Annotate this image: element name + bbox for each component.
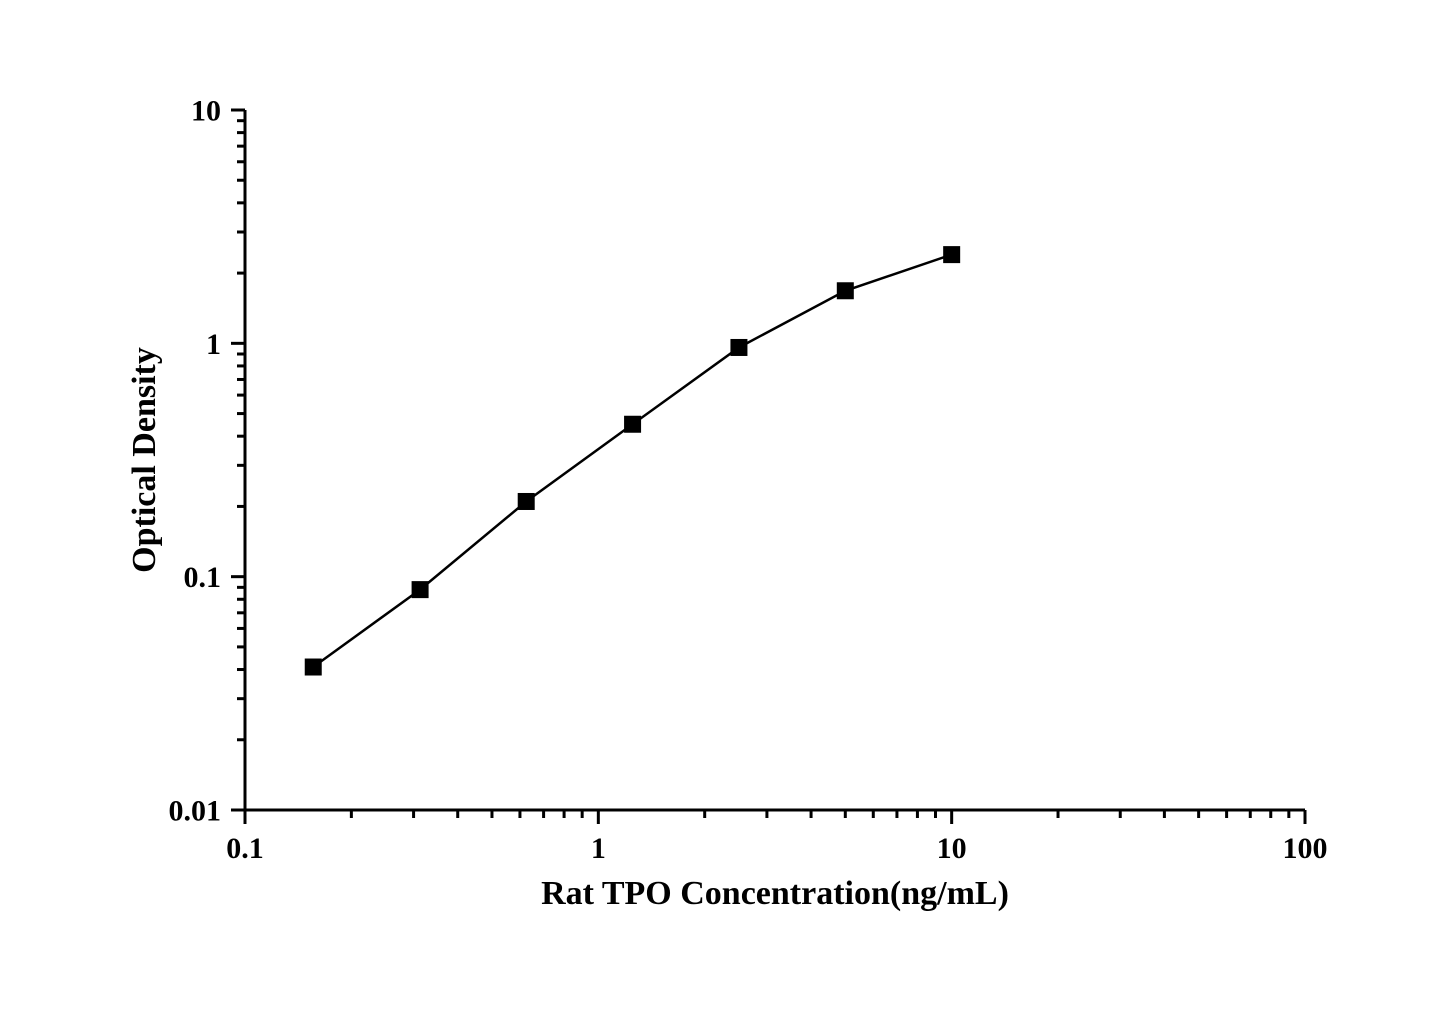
x-tick-label: 10 [937, 832, 967, 865]
x-tick-label: 1 [591, 832, 606, 865]
y-tick-label: 10 [191, 95, 221, 128]
x-axis-label: Rat TPO Concentration(ng/mL) [541, 875, 1009, 912]
y-tick-label: 0.01 [169, 795, 222, 828]
data-point-marker [305, 659, 321, 675]
y-axis-label: Optical Density [126, 347, 163, 573]
data-point-marker [837, 283, 853, 299]
data-point-marker [944, 247, 960, 263]
y-tick-label: 1 [206, 328, 221, 361]
standard-curve-chart: 0.11101000.010.1110Rat TPO Concentration… [0, 0, 1445, 1009]
x-tick-label: 0.1 [226, 832, 264, 865]
chart-container: 0.11101000.010.1110Rat TPO Concentration… [0, 0, 1445, 1009]
data-point-marker [518, 493, 534, 509]
data-point-marker [625, 416, 641, 432]
y-tick-label: 0.1 [184, 561, 222, 594]
x-tick-label: 100 [1283, 832, 1328, 865]
data-point-marker [412, 582, 428, 598]
data-point-marker [731, 339, 747, 355]
